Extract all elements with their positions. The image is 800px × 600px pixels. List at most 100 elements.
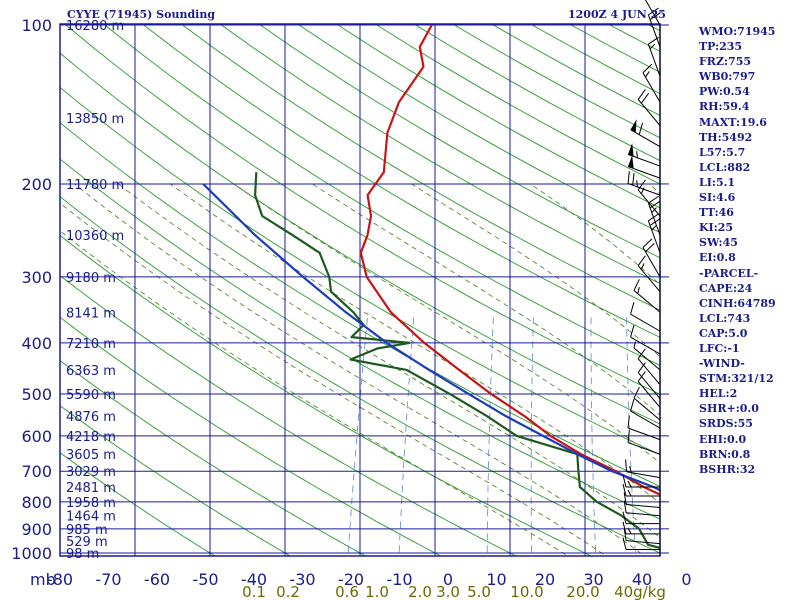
wind-feather	[632, 172, 635, 186]
wind-barb	[627, 171, 661, 196]
wind-feather	[648, 7, 659, 16]
wind-feather	[651, 224, 657, 231]
wind-feather	[636, 180, 638, 187]
dry-adiabat	[60, 52, 660, 425]
wind-barb	[622, 474, 660, 488]
height-label: 1958 m	[66, 496, 116, 511]
wind-barb-shaft	[626, 512, 661, 517]
wind-feather	[625, 459, 628, 472]
wind-feather	[623, 492, 627, 505]
temperature-tick-label: -40	[241, 570, 267, 589]
wind-feather	[645, 242, 655, 253]
wind-barb-shaft	[627, 427, 661, 441]
mixing-ratio-line	[530, 312, 534, 556]
wind-barb-shaft	[637, 381, 661, 408]
observation-time: 1200Z 4 JUN 25	[568, 8, 666, 21]
temperature-tick-label: -60	[144, 570, 170, 589]
dry-adiabat	[60, 360, 367, 556]
dry-adiabat	[60, 316, 442, 556]
wind-feather	[648, 195, 659, 204]
wind-barb	[637, 362, 661, 399]
wind-feather	[622, 511, 627, 524]
height-label: 4218 m	[66, 430, 116, 445]
temperature-tick-label: -30	[289, 570, 315, 589]
height-label: 10360 m	[66, 229, 124, 244]
x-axis-unit-label: mb	[30, 570, 56, 589]
mixing-ratio-line	[626, 312, 636, 556]
dry-adiabat	[102, 24, 660, 366]
wind-feather	[640, 263, 645, 270]
wind-barb-shaft	[637, 189, 661, 217]
stat-line: TH:5492	[699, 130, 753, 144]
stat-line: BSHR:32	[699, 462, 756, 476]
wind-barb	[622, 537, 660, 551]
height-label: 8141 m	[66, 306, 116, 321]
dry-adiabat	[180, 24, 660, 311]
dry-adiabat	[64, 24, 660, 395]
grid	[59, 23, 669, 557]
height-label: 11780 m	[66, 178, 124, 193]
mixing-ratio-label: 1.0	[365, 583, 389, 600]
wind-barb-shaft	[647, 14, 661, 48]
wind-barb	[623, 500, 661, 517]
dry-adiabat	[60, 275, 518, 556]
wind-barb-shaft	[637, 358, 661, 386]
stat-line: STM:321/12	[699, 372, 774, 386]
wind-barb-shaft	[630, 129, 661, 148]
parcel-trace	[202, 183, 660, 492]
stat-line: SW:45	[699, 236, 738, 250]
wind-barb	[625, 459, 661, 479]
mixing-ratio-label: 5.0	[467, 583, 491, 600]
temperature-tick-label: -10	[386, 570, 412, 589]
height-label: 529 m	[66, 535, 108, 550]
wind-barb	[637, 348, 661, 386]
wind-barb	[627, 143, 661, 167]
height-label: 2481 m	[66, 481, 116, 496]
stat-line: MAXT:19.6	[699, 115, 767, 129]
wind-barb	[630, 399, 661, 429]
wind-barb	[623, 528, 661, 545]
wind-barb-shaft	[630, 410, 661, 429]
wind-barb	[622, 511, 660, 525]
wind-barb-shaft	[642, 72, 661, 103]
wind-feather	[651, 207, 657, 213]
wind-barb	[627, 155, 661, 179]
stat-line: TP:235	[699, 40, 743, 54]
wind-feather	[642, 238, 653, 248]
stat-line: -PARCEL-	[699, 266, 759, 280]
wind-pennant	[630, 119, 637, 133]
stat-line: LFC:-1	[699, 341, 740, 355]
temperature-tick-label: 10	[486, 570, 506, 589]
dry-adiabat	[60, 452, 216, 556]
stat-line: EI:0.8	[699, 251, 736, 265]
pressure-tick-label: 100	[21, 16, 52, 35]
wind-feather	[642, 63, 653, 74]
wind-barb-shaft	[647, 202, 661, 236]
temperature-tick-label: 0	[681, 570, 691, 589]
wind-feather	[623, 528, 627, 541]
wind-barb-shaft	[644, 0, 661, 26]
stat-line: WB0:797	[699, 70, 756, 84]
dry-adiabat	[60, 86, 660, 456]
stat-line: L57:5.7	[699, 145, 746, 159]
stat-line: SI:4.6	[699, 191, 736, 205]
pressure-tick-label: 700	[21, 462, 52, 481]
wind-feather	[636, 151, 638, 158]
wind-feather	[637, 179, 646, 191]
wind-feather	[627, 489, 632, 497]
wind-feather	[622, 483, 627, 497]
temperature-tick-label: -80	[47, 570, 73, 589]
stat-line: CAP:5.0	[699, 326, 748, 340]
wind-barb-shaft	[630, 313, 661, 332]
wind-feather	[630, 325, 635, 338]
wind-feather	[627, 527, 632, 535]
wind-barb	[623, 492, 661, 508]
wind-barb	[622, 483, 660, 497]
wind-barb-shaft	[626, 540, 661, 545]
wind-barb-shaft	[642, 247, 661, 278]
mixing-ratio-line	[347, 312, 369, 556]
mixing-ratio-label: 2.0	[408, 583, 432, 600]
wind-feather	[630, 399, 635, 412]
pressure-tick-label: 900	[21, 520, 52, 539]
